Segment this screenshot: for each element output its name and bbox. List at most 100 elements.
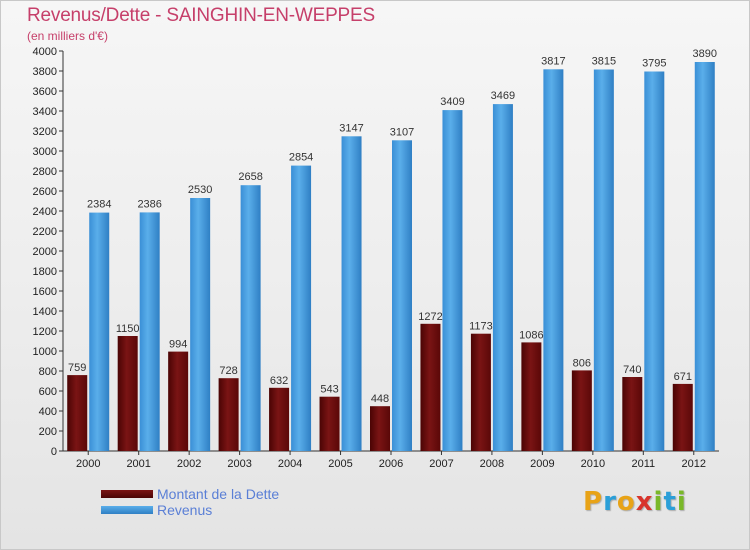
data-label-debt: 543: [320, 384, 338, 396]
data-label-revenue: 3409: [440, 96, 464, 108]
data-label-revenue: 2530: [188, 184, 212, 196]
data-label-debt: 1272: [418, 311, 442, 323]
data-label-revenue: 2386: [137, 198, 161, 210]
bar-debt: [521, 342, 542, 451]
bar-debt: [67, 375, 88, 451]
x-tick-label: 2007: [429, 458, 453, 470]
chart-title: Revenus/Dette - SAINGHIN-EN-WEPPES: [27, 5, 375, 26]
y-tick-label: 3400: [33, 106, 57, 118]
bar-revenue: [190, 198, 211, 451]
data-label-debt: 740: [623, 364, 641, 376]
legend-label-revenue: Revenus: [157, 502, 213, 518]
y-tick-label: 2600: [33, 186, 57, 198]
legend-swatch-debt: [101, 490, 153, 498]
bar-debt: [571, 370, 592, 451]
y-tick-label: 200: [39, 426, 57, 438]
data-label-debt: 759: [68, 362, 86, 374]
y-tick-label: 1200: [33, 326, 57, 338]
data-label-revenue: 3817: [541, 55, 565, 67]
data-label-revenue: 3107: [390, 126, 414, 138]
proxiti-logo: Proxiti: [583, 487, 687, 517]
y-tick-label: 1400: [33, 306, 57, 318]
y-tick-label: 3600: [33, 86, 57, 98]
data-label-revenue: 2854: [289, 152, 313, 164]
y-tick-label: 0: [51, 446, 57, 458]
y-tick-label: 4000: [33, 46, 57, 58]
y-tick-label: 400: [39, 406, 57, 418]
bar-revenue: [442, 110, 463, 451]
x-tick-label: 2005: [328, 458, 352, 470]
bar-revenue: [492, 104, 513, 451]
logo-letter: P: [583, 487, 604, 517]
data-label-revenue: 2384: [87, 199, 111, 211]
x-axis-ticks: 2000 2001 2002 2003 2004 2005 2006 2007 2008 2009…: [76, 451, 706, 470]
chart-bars: 2384 759 2386 1150 2530 994 2658 728 2854 632 3147…: [67, 48, 717, 452]
bar-revenue: [644, 71, 665, 451]
y-tick-label: 1000: [33, 346, 57, 358]
x-tick-label: 2011: [631, 458, 655, 470]
y-tick-label: 2800: [33, 166, 57, 178]
y-tick-label: 600: [39, 386, 57, 398]
y-tick-label: 800: [39, 366, 57, 378]
bar-debt: [168, 351, 189, 451]
bar-debt: [622, 377, 643, 451]
data-label-revenue: 2658: [238, 171, 262, 183]
bar-debt: [420, 323, 441, 451]
x-tick-label: 2004: [278, 458, 302, 470]
data-label-revenue: 3469: [491, 90, 515, 102]
x-tick-label: 2001: [126, 458, 150, 470]
y-tick-label: 2400: [33, 206, 57, 218]
bar-debt: [218, 378, 239, 451]
data-label-debt: 1150: [116, 323, 140, 335]
legend-label-debt: Montant de la Dette: [157, 486, 280, 502]
data-label-debt: 806: [573, 357, 591, 369]
data-label-debt: 728: [219, 365, 237, 377]
bar-revenue: [139, 212, 160, 451]
data-label-debt: 1173: [469, 321, 493, 333]
data-label-debt: 632: [270, 375, 288, 387]
y-tick-label: 2200: [33, 226, 57, 238]
x-tick-label: 2006: [379, 458, 403, 470]
x-tick-label: 2000: [76, 458, 100, 470]
x-tick-label: 2009: [530, 458, 554, 470]
bar-revenue: [240, 185, 261, 451]
bar-revenue: [694, 62, 715, 451]
y-tick-label: 3200: [33, 126, 57, 138]
bar-revenue: [89, 212, 110, 451]
data-label-revenue: 3147: [339, 122, 363, 134]
x-tick-label: 2003: [227, 458, 251, 470]
bar-revenue: [291, 165, 312, 451]
logo-letter: i: [653, 487, 664, 517]
bar-debt: [269, 387, 290, 451]
bar-debt: [117, 336, 138, 451]
bar-revenue: [543, 69, 564, 452]
logo-letter: o: [616, 487, 636, 517]
bar-debt: [370, 406, 390, 451]
bar-revenue: [341, 136, 362, 452]
bar-debt: [672, 383, 693, 451]
chart-subtitle: (en milliers d'€): [27, 29, 108, 43]
logo-letter: x: [635, 487, 654, 517]
y-tick-label: 3800: [33, 66, 57, 78]
y-tick-label: 1600: [33, 286, 57, 298]
y-tick-label: 3000: [33, 146, 57, 158]
data-label-revenue: 3815: [592, 56, 616, 68]
data-label-revenue: 3795: [642, 58, 666, 70]
bar-revenue: [593, 69, 614, 451]
bar-debt: [319, 396, 340, 451]
y-tick-label: 2000: [33, 246, 57, 258]
data-label-debt: 448: [371, 393, 389, 405]
data-label-debt: 671: [674, 371, 692, 383]
x-tick-label: 2008: [480, 458, 504, 470]
chart-axes: [62, 51, 719, 452]
data-label-revenue: 3890: [693, 48, 717, 60]
logo-letter: i: [676, 487, 687, 517]
logo-letter: t: [663, 487, 677, 517]
data-label-debt: 1086: [519, 329, 543, 341]
y-axis-ticks: 0 200 400 600 800 1000 1200 1400 1600 1800 2000 220…: [33, 46, 63, 458]
x-tick-label: 2010: [581, 458, 605, 470]
x-tick-label: 2012: [682, 458, 706, 470]
bar-revenue: [392, 140, 412, 452]
